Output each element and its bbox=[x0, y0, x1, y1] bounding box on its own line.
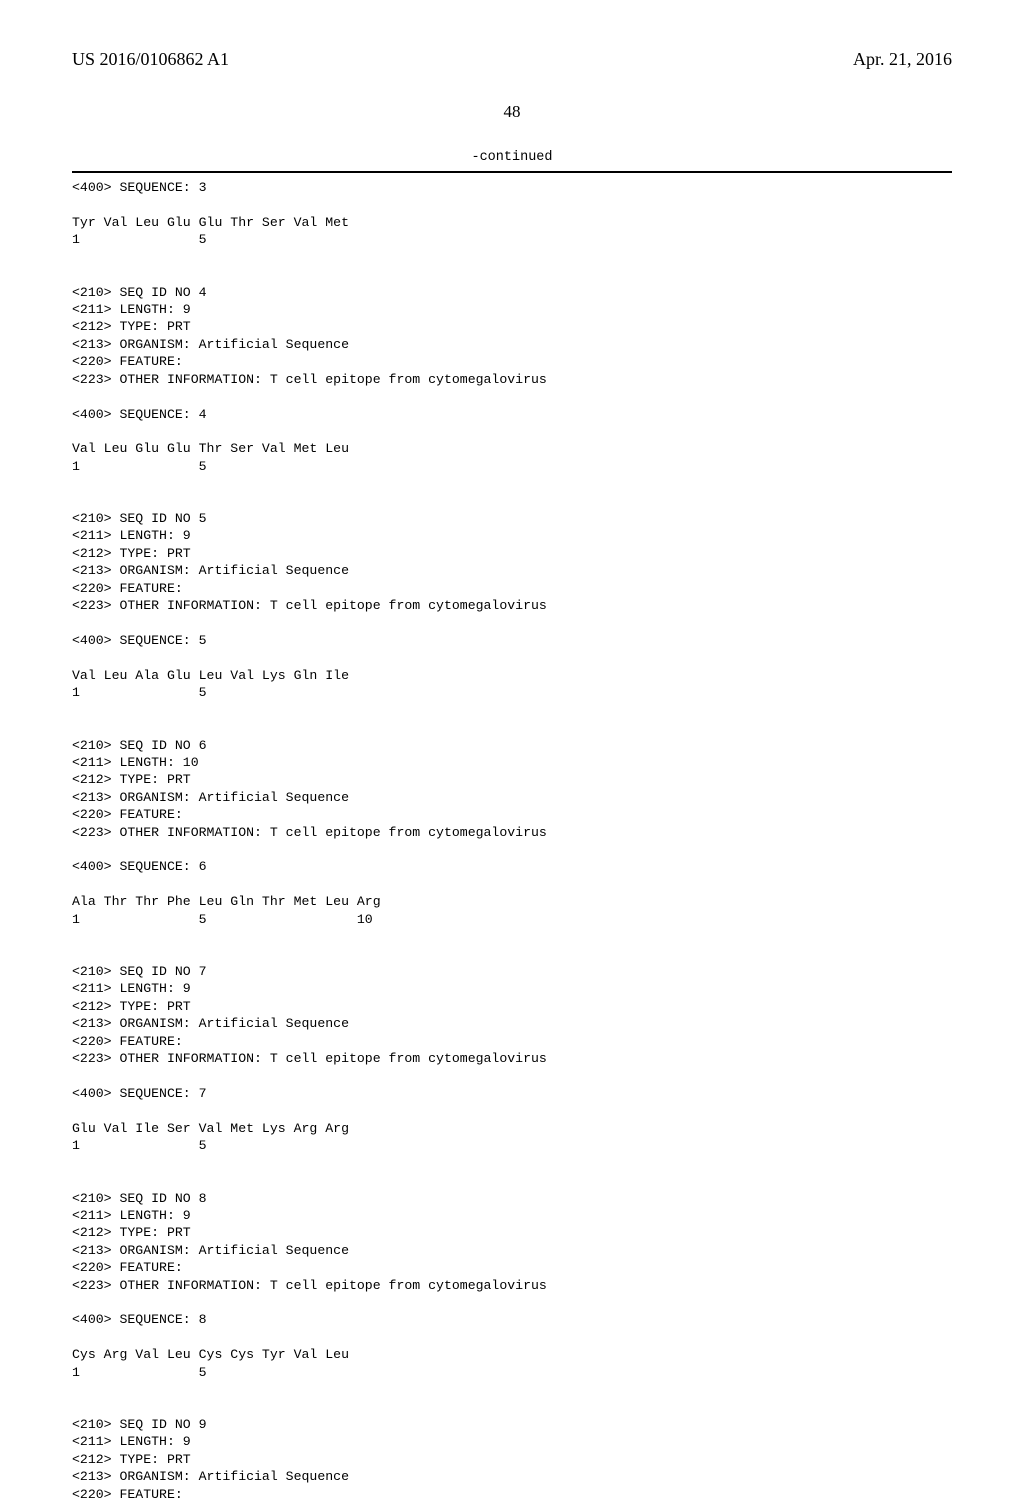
continued-label: -continued bbox=[72, 149, 952, 167]
sequence-listing: <400> SEQUENCE: 3 Tyr Val Leu Glu Glu Th… bbox=[72, 179, 952, 1503]
publication-number: US 2016/0106862 A1 bbox=[72, 48, 229, 71]
page-header: US 2016/0106862 A1 Apr. 21, 2016 bbox=[72, 48, 952, 71]
top-rule bbox=[72, 171, 952, 173]
publication-date: Apr. 21, 2016 bbox=[853, 48, 952, 71]
page-number: 48 bbox=[72, 101, 952, 123]
